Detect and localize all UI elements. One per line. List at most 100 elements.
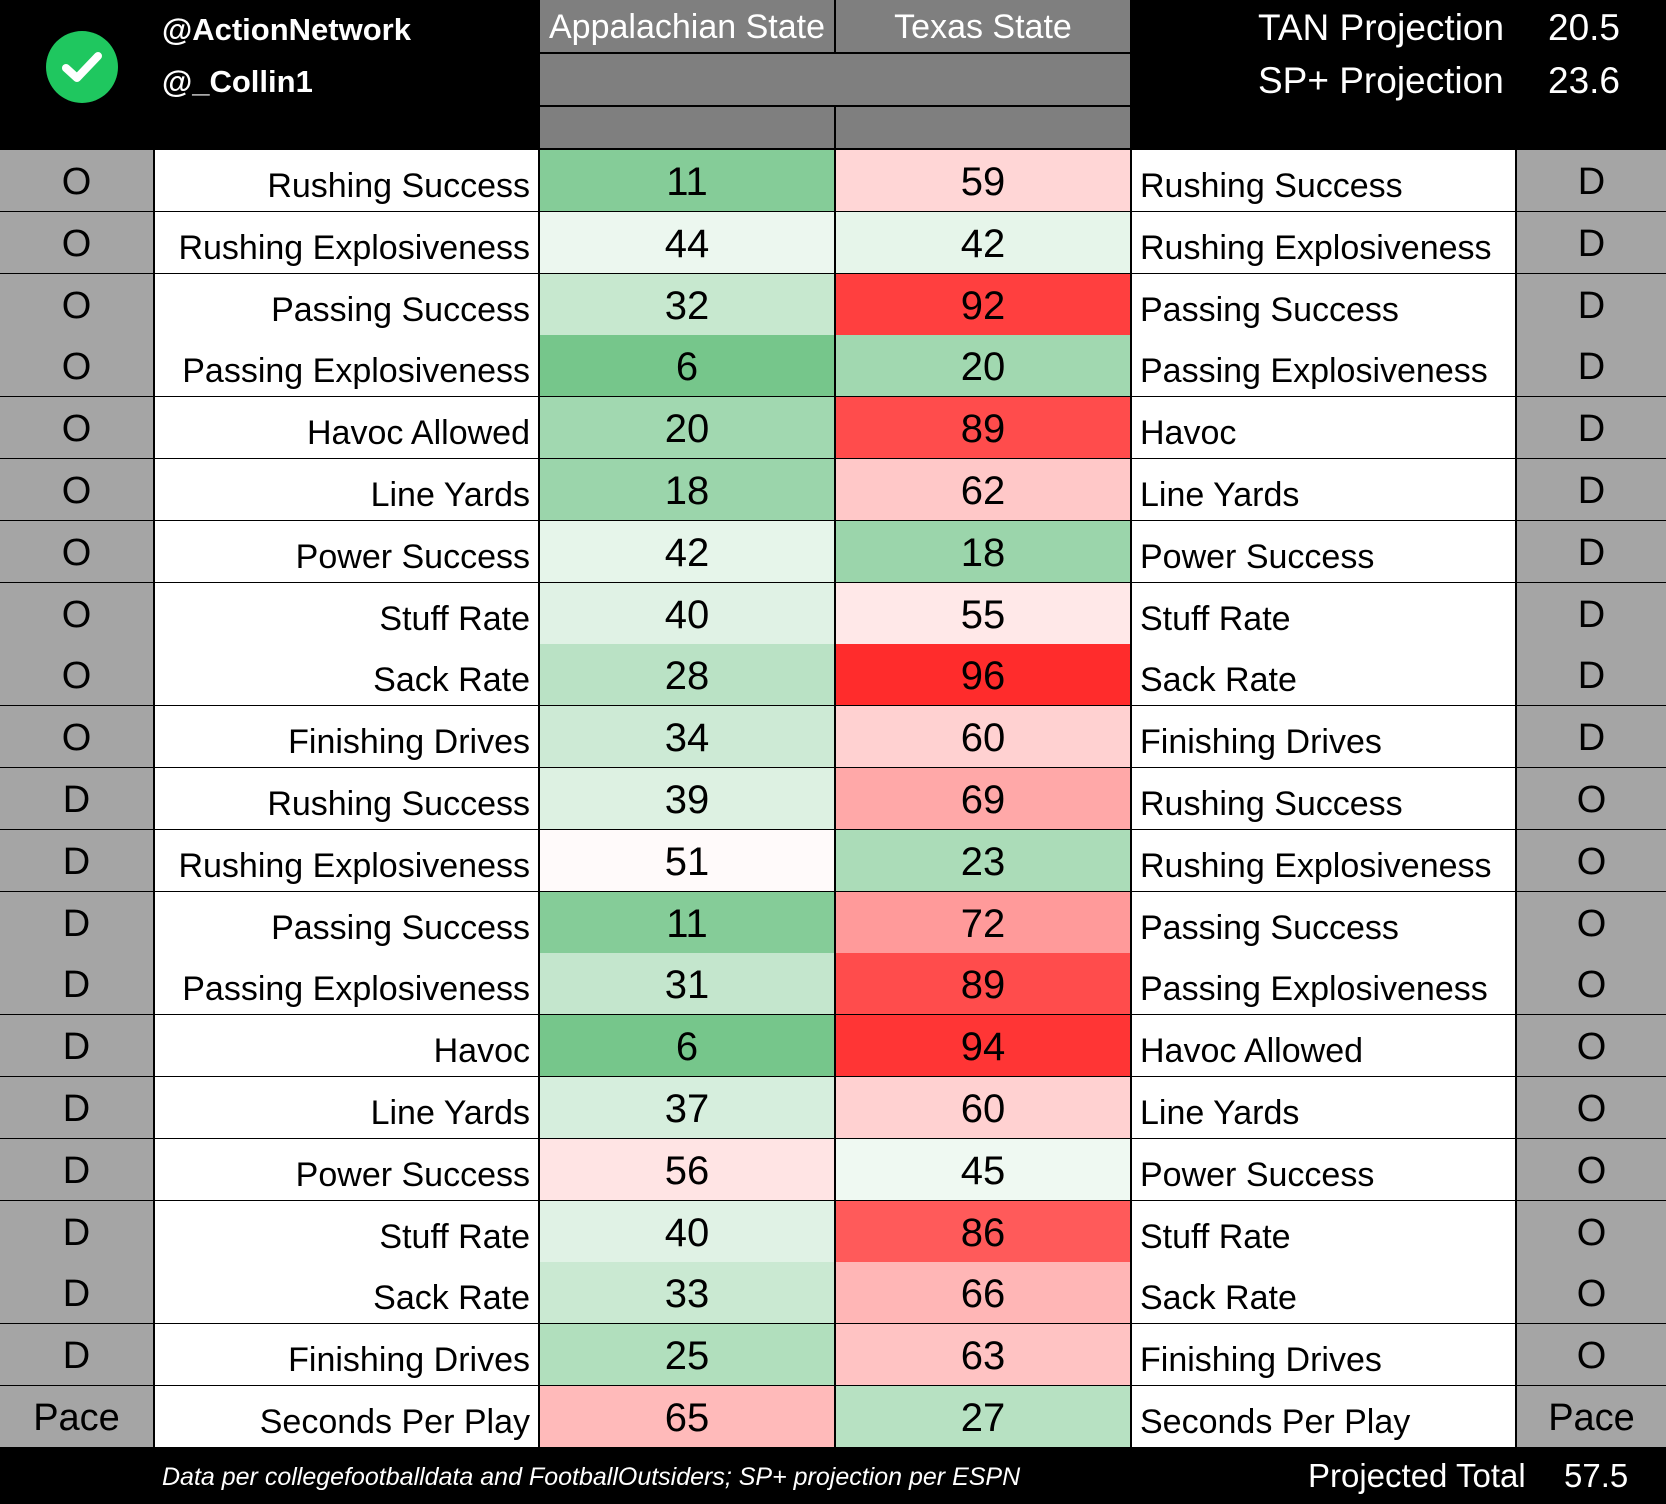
right-rank-value: 72 [836,891,1130,953]
right-metric-label: Rushing Explosiveness [1132,211,1515,273]
stat-row: O Passing Success 32 92 Passing Success D [0,273,1666,336]
right-side-cell: D [1517,397,1666,459]
right-rank-value: 59 [836,150,1130,211]
handle-collin: @_Collin1 [162,64,313,99]
stat-row: O Rushing Success 11 59 Rushing Success D [0,150,1666,212]
left-rank-value: 18 [540,459,834,520]
right-side-cell: D [1517,335,1666,397]
right-metric-label: Passing Explosiveness [1132,953,1515,1015]
right-side-cell: D [1517,706,1666,768]
right-side-cell: O [1517,1077,1666,1138]
right-metric-label: Rushing Explosiveness [1132,829,1515,891]
right-metric-label: Power Success [1132,520,1515,582]
right-rank-value: 86 [836,1200,1130,1262]
left-side-cell: Pace [0,1386,153,1447]
left-rank-value: 28 [540,644,834,706]
right-metric-label: Power Success [1132,1138,1515,1200]
stat-row: O Stuff Rate 40 55 Stuff Rate D [0,582,1666,645]
left-side-cell: D [0,1138,153,1200]
left-side-cell: D [0,1262,153,1324]
left-rank-value: 44 [540,211,834,273]
checkmark-icon [46,31,118,103]
data-source-note: Data per collegefootballdata and Footbal… [162,1463,1021,1491]
right-metric-label: Havoc [1132,397,1515,459]
right-metric-label: Stuff Rate [1132,582,1515,644]
right-rank-value: 18 [836,520,1130,582]
right-metric-label: Sack Rate [1132,1262,1515,1324]
left-rank-value: 32 [540,273,834,335]
left-metric-label: Line Yards [155,459,538,520]
right-metric-label: Line Yards [1132,459,1515,520]
right-metric-label: Finishing Drives [1132,706,1515,768]
right-metric-label: Finishing Drives [1132,1324,1515,1386]
left-metric-label: Passing Explosiveness [155,335,538,397]
right-metric-label: Stuff Rate [1132,1200,1515,1262]
right-side-cell: D [1517,459,1666,520]
right-side-cell: O [1517,1138,1666,1200]
left-metric-label: Seconds Per Play [155,1386,538,1447]
left-side-cell: O [0,335,153,397]
stat-row: D Rushing Explosiveness 51 23 Rushing Explos… [0,829,1666,892]
left-metric-label: Rushing Explosiveness [155,829,538,891]
left-metric-label: Rushing Success [155,768,538,829]
stat-row: D Finishing Drives 25 63 Finishing Drives O [0,1324,1666,1386]
left-side-cell: D [0,768,153,829]
right-rank-value: 94 [836,1015,1130,1077]
right-side-cell: D [1517,582,1666,644]
handle-actionnetwork: @ActionNetwork [162,12,411,47]
left-side-cell: D [0,953,153,1015]
left-rank-value: 65 [540,1386,834,1447]
header-band-merged [540,54,1130,105]
stat-row: D Power Success 56 45 Power Success O [0,1138,1666,1201]
right-rank-value: 60 [836,1077,1130,1138]
stat-row: D Rushing Success 39 69 Rushing Success O [0,768,1666,830]
right-rank-value: 45 [836,1138,1130,1200]
left-side-cell: O [0,150,153,211]
right-rank-value: 92 [836,273,1130,335]
right-side-cell: O [1517,1262,1666,1324]
stat-row: D Stuff Rate 40 86 Stuff Rate O [0,1200,1666,1263]
right-rank-value: 89 [836,953,1130,1015]
stat-row: D Passing Explosiveness 31 89 Passing Explos… [0,953,1666,1015]
left-rank-value: 37 [540,1077,834,1138]
left-side-cell: O [0,397,153,459]
left-side-cell: D [0,829,153,891]
left-rank-value: 33 [540,1262,834,1324]
right-rank-value: 62 [836,459,1130,520]
right-metric-label: Havoc Allowed [1132,1015,1515,1077]
right-side-cell: D [1517,644,1666,706]
tan-projection-label: TAN Projection [1258,7,1505,48]
left-side-cell: O [0,706,153,768]
sp-projection-label: SP+ Projection [1258,60,1504,101]
left-metric-label: Rushing Success [155,150,538,211]
left-rank-value: 20 [540,397,834,459]
left-metric-label: Havoc [155,1015,538,1077]
stat-row: D Line Yards 37 60 Line Yards O [0,1077,1666,1139]
left-rank-value: 31 [540,953,834,1015]
right-rank-value: 63 [836,1324,1130,1386]
left-metric-label: Passing Explosiveness [155,953,538,1015]
projected-total-label: Projected Total [1308,1457,1526,1494]
left-side-cell: D [0,1015,153,1077]
right-metric-label: Sack Rate [1132,644,1515,706]
stat-row: O Rushing Explosiveness 44 42 Rushing Explos… [0,211,1666,274]
left-side-cell: O [0,211,153,273]
right-metric-label: Passing Success [1132,891,1515,953]
right-metric-label: Seconds Per Play [1132,1386,1515,1447]
left-side-cell: D [0,891,153,953]
stat-row: D Havoc 6 94 Havoc Allowed O [0,1015,1666,1077]
tan-projection-value: 20.5 [1548,7,1621,48]
left-metric-label: Havoc Allowed [155,397,538,459]
team-left-header: Appalachian State [540,0,834,52]
header-band-right [836,107,1130,148]
stat-row: O Power Success 42 18 Power Success D [0,520,1666,583]
left-side-cell: D [0,1324,153,1386]
left-metric-label: Line Yards [155,1077,538,1138]
right-side-cell: O [1517,829,1666,891]
right-rank-value: 23 [836,829,1130,891]
left-metric-label: Passing Success [155,891,538,953]
left-side-cell: O [0,644,153,706]
left-rank-value: 51 [540,829,834,891]
right-side-cell: D [1517,211,1666,273]
